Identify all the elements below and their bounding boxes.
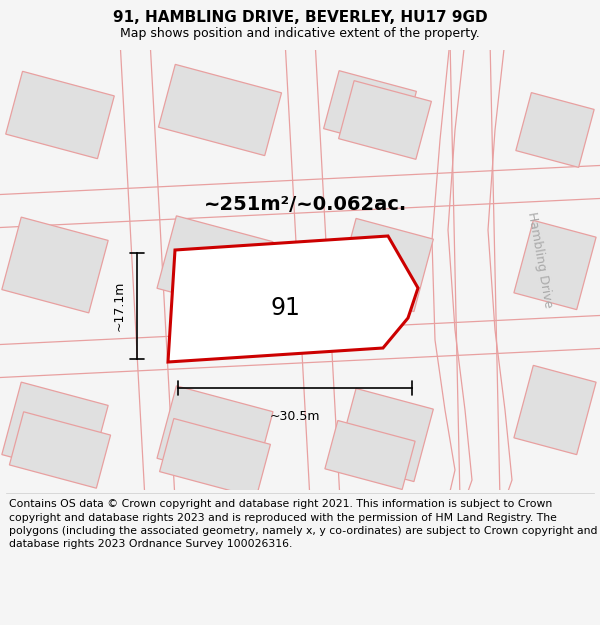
Text: ~30.5m: ~30.5m [270, 410, 320, 423]
Text: Contains OS data © Crown copyright and database right 2021. This information is : Contains OS data © Crown copyright and d… [9, 499, 598, 549]
Text: Hambling Drive: Hambling Drive [525, 211, 555, 309]
Text: Map shows position and indicative extent of the property.: Map shows position and indicative extent… [120, 27, 480, 40]
Text: ~17.1m: ~17.1m [113, 281, 125, 331]
Polygon shape [337, 388, 433, 482]
Polygon shape [157, 386, 273, 484]
Polygon shape [2, 382, 108, 478]
Polygon shape [2, 217, 108, 313]
Polygon shape [158, 64, 281, 156]
Text: 91: 91 [270, 296, 300, 320]
Polygon shape [6, 71, 114, 159]
Polygon shape [157, 216, 273, 314]
Polygon shape [516, 92, 594, 168]
Polygon shape [338, 81, 431, 159]
Polygon shape [10, 412, 110, 488]
Polygon shape [514, 366, 596, 454]
Polygon shape [325, 421, 415, 489]
Text: ~251m²/~0.062ac.: ~251m²/~0.062ac. [203, 196, 407, 214]
Polygon shape [337, 218, 433, 312]
Polygon shape [323, 71, 416, 149]
Text: 91, HAMBLING DRIVE, BEVERLEY, HU17 9GD: 91, HAMBLING DRIVE, BEVERLEY, HU17 9GD [113, 10, 487, 25]
Polygon shape [160, 419, 271, 498]
Polygon shape [168, 236, 418, 362]
Polygon shape [514, 221, 596, 309]
